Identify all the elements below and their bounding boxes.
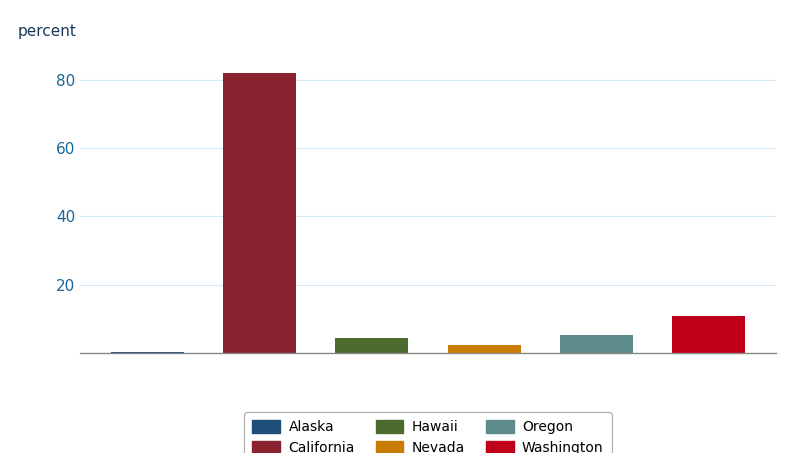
Bar <box>111 352 184 353</box>
Bar <box>448 345 521 353</box>
Bar <box>672 316 745 353</box>
Legend: Alaska, California, Hawaii, Nevada, Oregon, Washington: Alaska, California, Hawaii, Nevada, Oreg… <box>244 412 612 453</box>
Bar <box>335 338 408 353</box>
Bar <box>223 72 296 353</box>
Text: percent: percent <box>18 24 76 39</box>
Bar <box>560 334 633 353</box>
